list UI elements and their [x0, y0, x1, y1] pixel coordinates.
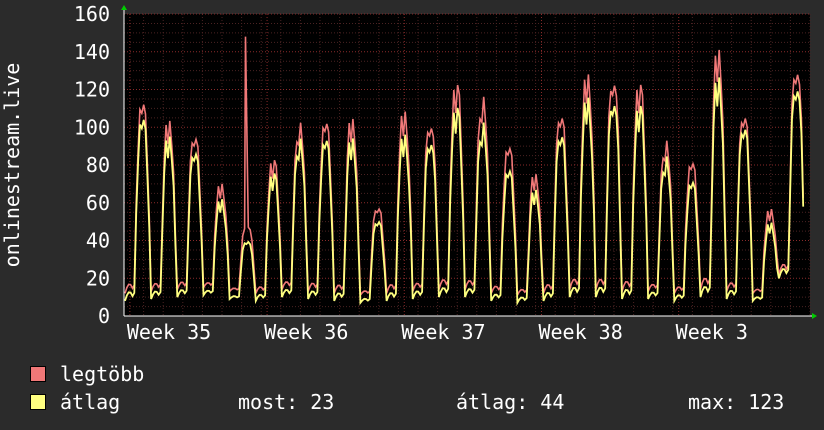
chart-series	[124, 36, 805, 307]
x-tick-label: Week 35	[127, 320, 211, 344]
y-tick-label: 20	[86, 266, 110, 290]
y-axis-label: onlinestream.live	[0, 63, 24, 268]
legend-label-max: legtöbb	[60, 362, 145, 386]
y-axis-arrow	[121, 5, 127, 10]
y-tick-label: 120	[74, 78, 110, 102]
chart-grid	[123, 13, 811, 317]
x-tick-label: Week 3	[676, 320, 748, 344]
y-tick-label: 80	[86, 153, 110, 177]
stat-max: max: 123	[688, 390, 785, 414]
legend-label-average: átlag	[60, 390, 121, 414]
series-line-average	[124, 77, 805, 307]
x-tick-label: Week 38	[538, 320, 622, 344]
y-tick-label: 160	[74, 2, 110, 26]
y-tick-labels: 0 20 40 60 80 100 120 140 160	[74, 2, 110, 328]
x-tick-labels: Week 35 Week 36 Week 37 Week 38 Week 3	[127, 320, 748, 344]
x-tick-label: Week 36	[264, 320, 348, 344]
y-tick-label: 0	[98, 304, 110, 328]
y-tick-label: 100	[74, 115, 110, 139]
y-tick-label: 40	[86, 229, 110, 253]
legend-swatch-average	[30, 394, 46, 410]
x-tick-label: Week 37	[401, 320, 485, 344]
y-tick-label: 140	[74, 40, 110, 64]
x-axis-arrow	[812, 313, 817, 319]
stat-current: most: 23	[238, 390, 335, 414]
y-tick-label: 60	[86, 191, 110, 215]
legend-item-max: legtöbb	[30, 362, 144, 386]
legend-item-average: átlag	[30, 390, 120, 414]
legend-swatch-max	[30, 366, 46, 382]
stat-average: átlag: 44	[456, 390, 565, 414]
chart-axes	[121, 5, 817, 319]
